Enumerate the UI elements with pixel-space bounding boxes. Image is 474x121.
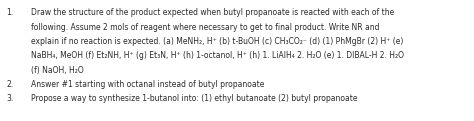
- Text: following. Assume 2 mols of reagent where necessary to get to final product. Wri: following. Assume 2 mols of reagent wher…: [31, 23, 379, 32]
- Text: 1.: 1.: [6, 8, 13, 17]
- Text: NaBH₄, MeOH (f) Et₂NH, H⁺ (g) Et₃N, H⁺ (h) 1-octanol, H⁺ (h) 1. LiAlH₄ 2. H₂O (e: NaBH₄, MeOH (f) Et₂NH, H⁺ (g) Et₃N, H⁺ (…: [31, 51, 404, 60]
- Text: 2.: 2.: [6, 80, 13, 89]
- Text: Answer #1 starting with octanal instead of butyl propanoate: Answer #1 starting with octanal instead …: [31, 80, 264, 89]
- Text: (f) NaOH, H₂O: (f) NaOH, H₂O: [31, 66, 83, 75]
- Text: Propose a way to synthesize 1-butanol into: (1) ethyl butanoate (2) butyl propan: Propose a way to synthesize 1-butanol in…: [31, 94, 357, 103]
- Text: Draw the structure of the product expected when butyl propanoate is reacted with: Draw the structure of the product expect…: [31, 8, 394, 17]
- Text: explain if no reaction is expected. (a) MeNH₂, H⁺ (b) t-BuOH (c) CH₃CO₂⁻ (d) (1): explain if no reaction is expected. (a) …: [31, 37, 403, 46]
- Text: 3.: 3.: [6, 94, 13, 103]
